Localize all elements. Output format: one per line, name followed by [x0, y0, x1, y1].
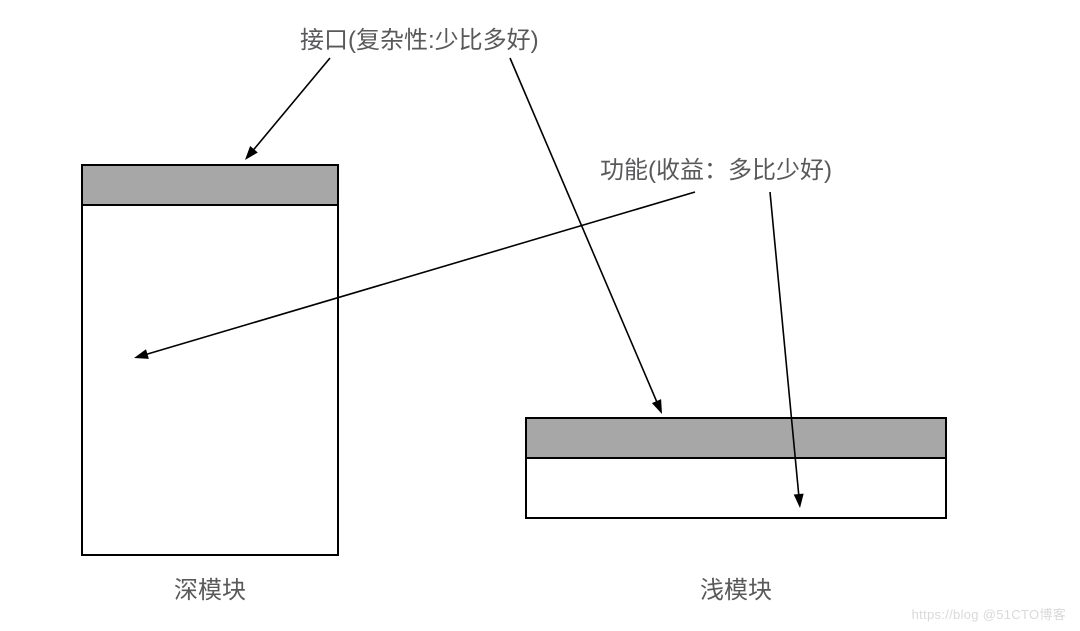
diagram-canvas: 深模块 浅模块 接口(复杂性:少比多好) 功能(收益：多比少好) — [0, 0, 1080, 631]
arrow-line-interface-to-shallow — [510, 58, 659, 406]
shallow-module: 浅模块 — [526, 418, 946, 604]
interface-label: 接口(复杂性:少比多好) — [300, 27, 539, 54]
shallow-module-interface — [526, 418, 946, 458]
shallow-module-caption: 浅模块 — [700, 577, 772, 604]
deep-module-interface — [82, 165, 338, 205]
deep-module: 深模块 — [82, 165, 338, 604]
deep-module-caption: 深模块 — [174, 577, 246, 604]
function-label: 功能(收益：多比少好) — [600, 157, 832, 184]
arrow-head-interface-to-shallow — [652, 399, 662, 414]
watermark-text: https://blog @51CTO博客 — [912, 604, 1066, 623]
arrow-line-interface-to-deep — [250, 58, 330, 154]
deep-module-body — [82, 165, 338, 555]
